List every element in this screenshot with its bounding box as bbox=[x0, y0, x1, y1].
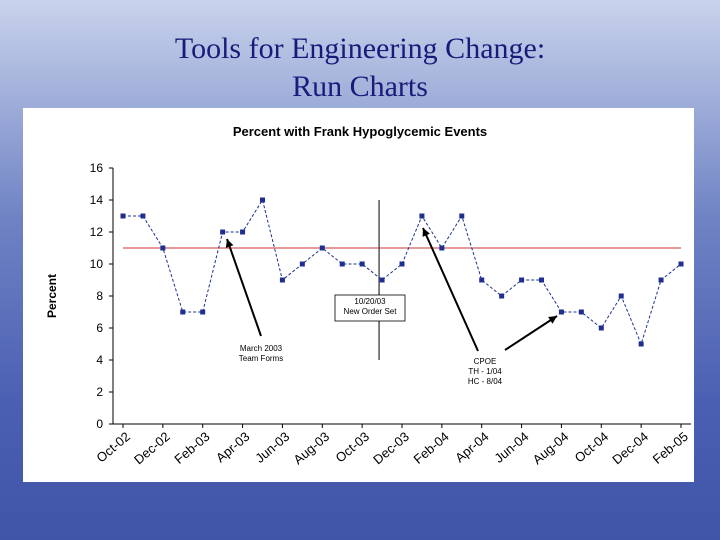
data-point bbox=[299, 261, 305, 267]
y-tick-label: 2 bbox=[96, 385, 103, 399]
y-tick-label: 12 bbox=[90, 225, 104, 239]
data-point bbox=[160, 245, 166, 251]
data-point bbox=[439, 245, 445, 251]
data-point bbox=[319, 245, 325, 251]
x-tick-label: Apr-03 bbox=[213, 429, 253, 466]
data-point bbox=[359, 261, 365, 267]
slide-title-line-1: Tools for Engineering Change: bbox=[174, 32, 546, 65]
annotation-text: New Order Set bbox=[344, 307, 398, 316]
x-tick-label: Oct-04 bbox=[572, 429, 612, 466]
annotation-text: TH - 1/04 bbox=[468, 367, 502, 376]
annotation-arrowhead bbox=[225, 239, 234, 248]
y-tick-label: 0 bbox=[96, 417, 103, 431]
annotation-text: Team Forms bbox=[239, 354, 283, 363]
annotation-arrow bbox=[226, 238, 262, 337]
y-tick-label: 4 bbox=[96, 353, 103, 367]
data-point bbox=[339, 261, 345, 267]
data-point bbox=[539, 277, 544, 283]
data-point bbox=[598, 325, 604, 331]
x-tick-label: Jun-04 bbox=[491, 429, 531, 466]
slide-title-line-2: Run Charts bbox=[292, 70, 428, 103]
x-tick-label: Dec-04 bbox=[609, 429, 651, 467]
data-point bbox=[379, 277, 385, 283]
y-axis-label: Percent bbox=[45, 274, 59, 318]
chart-title: Percent with Frank Hypoglycemic Events bbox=[233, 124, 487, 139]
x-tick-label: Feb-03 bbox=[171, 429, 212, 467]
data-point bbox=[638, 341, 644, 347]
data-point bbox=[260, 197, 265, 203]
data-point bbox=[120, 213, 126, 219]
data-point bbox=[459, 213, 465, 219]
annotation-arrowhead bbox=[548, 316, 557, 324]
data-point bbox=[578, 309, 584, 315]
data-point bbox=[479, 277, 485, 283]
y-tick-label: 14 bbox=[90, 193, 104, 207]
y-tick-label: 16 bbox=[90, 161, 104, 175]
slide-title: Tools for Engineering Change: Run Charts bbox=[0, 30, 720, 106]
x-tick-label: Feb-05 bbox=[650, 429, 691, 467]
annotation-text: 10/20/03 bbox=[354, 297, 386, 306]
data-point bbox=[399, 261, 405, 267]
data-point bbox=[678, 261, 684, 267]
data-point bbox=[499, 293, 505, 299]
data-point bbox=[419, 213, 425, 219]
data-point bbox=[618, 293, 624, 299]
x-tick-label: Apr-04 bbox=[452, 429, 492, 466]
y-tick-label: 8 bbox=[96, 289, 103, 303]
x-tick-label: Dec-03 bbox=[370, 429, 412, 467]
data-point bbox=[519, 277, 525, 283]
data-point bbox=[240, 229, 246, 235]
x-tick-label: Feb-04 bbox=[411, 429, 452, 467]
x-tick-label: Aug-03 bbox=[290, 429, 332, 467]
data-point bbox=[220, 229, 226, 235]
y-tick-label: 10 bbox=[90, 257, 104, 271]
series-line bbox=[123, 198, 682, 346]
annotation-arrow bbox=[504, 315, 558, 351]
x-tick-label: Dec-02 bbox=[131, 429, 173, 467]
y-tick-label: 6 bbox=[96, 321, 103, 335]
annotation-text: March 2003 bbox=[240, 344, 283, 353]
annotation-text: CPOE bbox=[474, 357, 497, 366]
annotation-text: HC - 8/04 bbox=[468, 377, 503, 386]
series-marks bbox=[120, 197, 684, 347]
data-point bbox=[558, 309, 564, 315]
annotation-arrowhead bbox=[422, 228, 430, 237]
chart-panel: Percent with Frank Hypoglycemic Events P… bbox=[23, 108, 694, 482]
x-tick-label: Jun-03 bbox=[252, 429, 292, 466]
data-point bbox=[279, 277, 285, 283]
data-point bbox=[180, 309, 186, 315]
annotation-arrow bbox=[422, 227, 479, 352]
data-point bbox=[140, 213, 146, 219]
x-tick-label: Oct-02 bbox=[93, 429, 133, 466]
reference-line-group bbox=[123, 200, 681, 360]
data-point bbox=[658, 277, 664, 283]
x-tick-label: Oct-03 bbox=[333, 429, 373, 466]
run-chart: Percent with Frank Hypoglycemic Events P… bbox=[45, 124, 691, 467]
x-tick-label: Aug-04 bbox=[530, 429, 572, 467]
annotation-box bbox=[334, 294, 406, 322]
data-point bbox=[200, 309, 206, 315]
